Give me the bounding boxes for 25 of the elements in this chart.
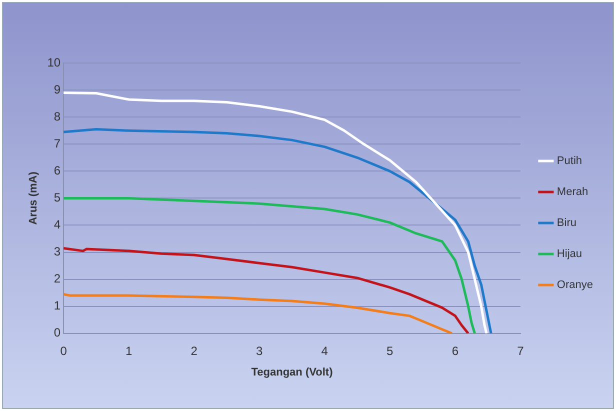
- legend-label: Biru: [556, 217, 576, 230]
- x-tick-label: 5: [386, 344, 394, 358]
- legend-label: Putih: [556, 155, 582, 168]
- y-tick-label: 10: [47, 55, 61, 70]
- x-tick-label: 2: [190, 344, 198, 358]
- y-tick-label: 5: [54, 190, 61, 205]
- y-tick-label: 0: [54, 326, 61, 340]
- y-tick-label: 3: [54, 244, 61, 259]
- y-tick-label: 2: [54, 272, 61, 286]
- x-tick-label: 1: [125, 344, 132, 358]
- legend-label: Hijau: [556, 248, 582, 260]
- x-tick-label: 7: [517, 344, 524, 358]
- y-tick-label: 1: [54, 298, 61, 313]
- y-tick-label: 4: [54, 218, 61, 232]
- x-tick-label: 6: [452, 344, 459, 358]
- y-tick-label: 9: [54, 82, 61, 96]
- y-tick-label: 7: [54, 136, 61, 150]
- x-tick-label: 4: [321, 344, 328, 358]
- legend-label: Oranye: [556, 279, 594, 292]
- x-axis-title: Tegangan (Volt): [251, 366, 334, 378]
- y-axis-title: Arus (mA): [28, 171, 40, 225]
- legend-label: Merah: [556, 186, 588, 198]
- x-tick-label: 3: [256, 344, 264, 358]
- y-tick-label: 6: [54, 163, 61, 178]
- y-tick-label: 8: [54, 109, 61, 124]
